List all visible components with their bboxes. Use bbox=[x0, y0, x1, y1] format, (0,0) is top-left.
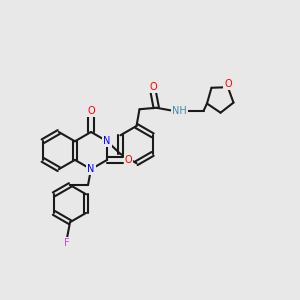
Text: NH: NH bbox=[172, 106, 187, 116]
Text: N: N bbox=[87, 164, 95, 174]
Text: N: N bbox=[103, 136, 111, 146]
Text: O: O bbox=[124, 155, 132, 165]
Text: O: O bbox=[87, 106, 95, 116]
Text: F: F bbox=[64, 238, 70, 248]
Text: O: O bbox=[149, 82, 157, 92]
Text: O: O bbox=[224, 79, 232, 89]
